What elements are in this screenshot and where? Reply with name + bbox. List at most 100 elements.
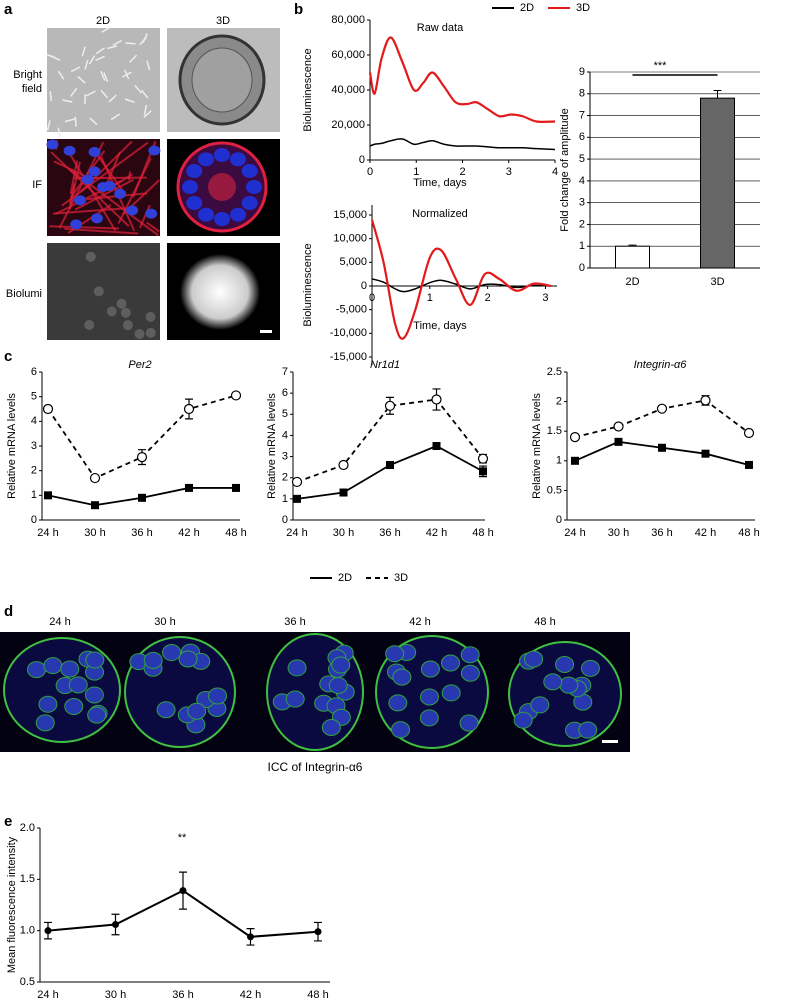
x-tick-label: 30 h <box>84 527 105 539</box>
x-tick-label: 48 h <box>307 989 328 1001</box>
nucleus <box>156 701 176 719</box>
nucleus <box>182 180 199 195</box>
panel-label: b <box>294 1 303 18</box>
error-bar <box>628 244 637 247</box>
x-axis-label: Time, days <box>413 177 467 189</box>
y-tick-label: 5,000 <box>339 256 367 268</box>
x-tick-label: 24 h <box>37 527 58 539</box>
x-tick-label: 1 <box>413 166 419 178</box>
cell <box>81 46 86 57</box>
fiber <box>67 151 117 232</box>
nucleus <box>555 656 575 674</box>
nucleus <box>84 686 104 704</box>
cell <box>124 98 135 104</box>
nucleus <box>331 656 351 674</box>
marker <box>183 403 195 415</box>
nucleus <box>392 668 412 686</box>
nucleus <box>197 152 214 167</box>
cell <box>108 94 117 103</box>
y-tick-label: 0 <box>359 154 365 166</box>
marker <box>247 933 254 941</box>
marker <box>701 449 710 458</box>
y-tick-label: 1.0 <box>20 925 35 937</box>
y-tick-label: 7 <box>579 109 585 121</box>
time-label: 24 h <box>49 616 70 628</box>
marker <box>138 493 146 502</box>
nucleus <box>559 676 579 694</box>
y-tick-label: 0 <box>556 514 562 526</box>
x-tick-label: 30 h <box>105 989 126 1001</box>
scale-bar <box>602 740 618 743</box>
y-tick-label: 0 <box>31 514 37 526</box>
y-tick-label: 80,000 <box>331 14 365 26</box>
cell <box>88 55 96 65</box>
nucleus <box>385 645 405 663</box>
cell <box>70 87 78 97</box>
cell <box>64 118 75 123</box>
y-tick-label: 40,000 <box>331 84 365 96</box>
cell <box>100 70 106 81</box>
x-tick-label: 48 h <box>472 527 493 539</box>
bar <box>700 97 735 269</box>
marker <box>745 460 753 469</box>
nucleus <box>230 207 247 222</box>
marker <box>614 437 623 446</box>
chart-title: Raw data <box>417 22 464 34</box>
spot <box>93 286 104 297</box>
row-label: IF <box>32 179 42 191</box>
nucleus <box>70 219 83 230</box>
cell <box>74 116 77 127</box>
x-axis-label: Time, days <box>413 320 467 332</box>
time-label: 36 h <box>284 616 305 628</box>
y-tick-label: 2 <box>31 465 37 477</box>
nucleus <box>126 205 139 216</box>
x-tick-label: 48 h <box>738 527 759 539</box>
y-tick-label: 1 <box>31 489 37 501</box>
marker <box>112 921 119 929</box>
cell <box>146 60 151 71</box>
marker <box>42 403 54 415</box>
y-axis-label: Bioluminescence <box>302 243 314 326</box>
marker <box>179 887 187 895</box>
legend-label: 3D <box>576 2 590 14</box>
nucleus <box>43 657 63 675</box>
marker <box>314 928 322 936</box>
panel-label: d <box>4 603 13 620</box>
line <box>371 278 552 293</box>
spot <box>120 307 131 318</box>
cell <box>49 91 53 102</box>
nucleus <box>524 650 544 668</box>
y-axis-label: Relative mRNA levels <box>531 393 543 499</box>
fiber <box>64 227 139 235</box>
nucleus <box>287 659 307 677</box>
nucleus <box>38 695 58 713</box>
x-tick-label: 42 h <box>426 527 447 539</box>
cell <box>112 39 123 46</box>
y-tick-label: 6 <box>31 366 37 378</box>
y-tick-label: 6 <box>282 387 288 399</box>
y-tick-label: 1 <box>579 240 585 252</box>
spot <box>85 251 96 262</box>
nucleus <box>74 195 87 206</box>
spot <box>134 329 145 340</box>
marker <box>431 394 442 405</box>
chart-title: Per2 <box>128 359 151 371</box>
y-axis-label: Mean fluorescence intensity <box>6 836 18 973</box>
spot <box>84 320 95 331</box>
cell <box>86 90 96 97</box>
nucleus <box>459 714 479 732</box>
fiber <box>61 141 149 207</box>
marker <box>91 501 99 510</box>
y-tick-label: 4 <box>579 175 585 187</box>
x-tick-label: 24 h <box>564 527 585 539</box>
nucleus <box>460 646 480 664</box>
nucleus <box>143 651 163 669</box>
nucleus <box>246 180 262 194</box>
nucleus <box>513 711 533 729</box>
marker <box>569 432 581 443</box>
cell <box>50 55 61 62</box>
y-tick-label: 2 <box>579 218 585 230</box>
x-tick-label: 2D <box>625 276 639 288</box>
